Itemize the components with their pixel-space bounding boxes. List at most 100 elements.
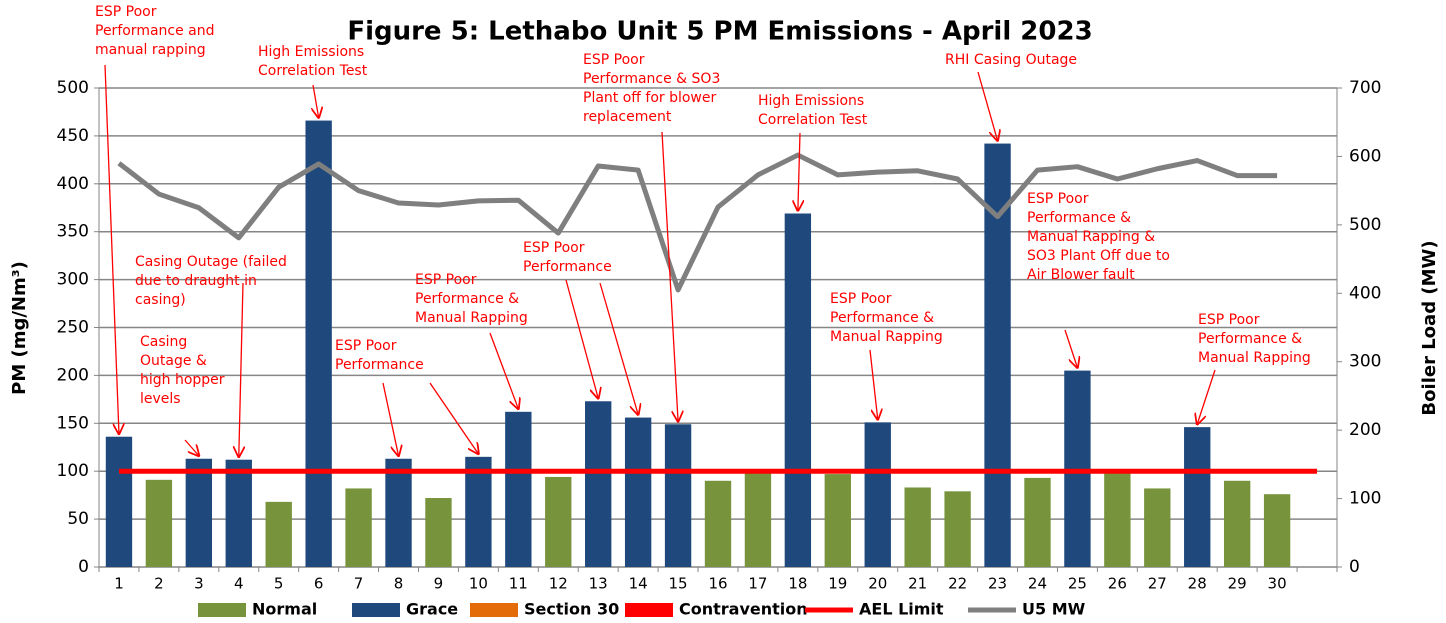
bar	[345, 488, 372, 567]
annotation: Correlation Test	[258, 63, 368, 79]
bar	[225, 459, 252, 567]
annotation-arrow	[489, 332, 518, 409]
x-tick-label: 9	[434, 575, 444, 593]
annotation: ESP Poor	[415, 272, 477, 288]
annotation: Correlation Test	[758, 112, 868, 128]
x-tick-label: 21	[908, 575, 927, 593]
y-tick-label: 50	[67, 509, 89, 529]
x-tick-label: 7	[354, 575, 364, 593]
bar	[1223, 480, 1251, 567]
x-tick-label: 25	[1068, 575, 1087, 593]
annotation: replacement	[583, 109, 672, 125]
x-tick-label: 11	[509, 575, 528, 593]
annotation: ESP Poor	[335, 338, 397, 354]
y-tick-label: 150	[57, 413, 89, 433]
annotation: RHI Casing Outage	[945, 52, 1077, 68]
x-tick-label: 24	[1028, 575, 1047, 593]
annotation-arrow	[599, 282, 638, 415]
y-tick-label: 450	[57, 126, 89, 146]
annotation: ESP Poor	[830, 291, 892, 307]
x-tick-label: 20	[868, 575, 887, 593]
annotation: ESP Poor	[523, 240, 585, 256]
annotation-arrow	[869, 349, 878, 419]
y-axis-label: PM (mg/Nm³)	[9, 261, 30, 395]
annotation: Manual Rapping	[415, 310, 528, 326]
annotation: High Emissions	[758, 93, 864, 109]
annotation: Performance &	[1198, 331, 1302, 347]
annotation-arrow	[565, 279, 598, 398]
y2-tick-label: 100	[1349, 489, 1381, 509]
bar	[425, 498, 452, 567]
annotation: ESP Poor	[95, 4, 157, 20]
bar	[944, 491, 971, 567]
annotation: SO3 Plant Off due to	[1027, 248, 1170, 264]
annotation: high hopper	[140, 372, 225, 388]
legend-label: Grace	[406, 600, 458, 619]
bar	[145, 479, 173, 567]
annotation: Outage &	[140, 353, 207, 369]
x-tick-label: 5	[274, 575, 284, 593]
bar	[465, 456, 492, 567]
y-tick-label: 0	[78, 557, 89, 577]
x-tick-label: 1	[114, 575, 124, 593]
x-tick-label: 16	[708, 575, 727, 593]
legend-label: Normal	[252, 600, 317, 619]
chart-title: Figure 5: Lethabo Unit 5 PM Emissions - …	[347, 17, 1092, 47]
x-tick-label: 10	[469, 575, 488, 593]
annotation: Performance &	[830, 310, 934, 326]
x-tick-label: 2	[154, 575, 164, 593]
bar	[904, 487, 931, 567]
bar	[185, 458, 213, 567]
bar	[545, 476, 572, 567]
annotation: ESP Poor	[1198, 312, 1260, 328]
y2-tick-label: 200	[1349, 420, 1381, 440]
annotation: Performance &	[1027, 210, 1131, 226]
y-tick-label: 200	[57, 365, 89, 385]
annotation: Air Blower fault	[1027, 267, 1135, 283]
bar	[305, 120, 332, 568]
legend-label: Contravention	[679, 600, 808, 619]
y2-tick-label: 500	[1349, 215, 1381, 235]
y-tick-label: 300	[57, 270, 89, 290]
annotation: Manual Rapping	[830, 329, 943, 345]
annotation: Plant off for blower	[583, 90, 716, 106]
bar	[1104, 471, 1131, 567]
bar	[624, 417, 652, 567]
bar	[664, 424, 692, 567]
annotation-arrow	[104, 64, 119, 434]
x-tick-label: 23	[988, 575, 1007, 593]
y-tick-label: 100	[57, 461, 89, 481]
annotation-arrow	[661, 131, 678, 421]
annotation-arrow	[184, 439, 199, 456]
bar	[1184, 427, 1211, 567]
annotation: Performance & SO3	[583, 71, 720, 87]
x-tick-label: 12	[549, 575, 568, 593]
annotation: ESP Poor	[583, 52, 645, 68]
x-tick-label: 13	[589, 575, 608, 593]
annotation-arrow	[313, 84, 319, 118]
legend-label: U5 MW	[1022, 600, 1086, 619]
bar	[784, 213, 812, 568]
x-tick-label: 18	[788, 575, 807, 593]
annotation: casing)	[135, 292, 186, 308]
annotation-arrow	[429, 382, 478, 454]
legend-swatch	[625, 603, 673, 617]
y2-tick-label: 0	[1349, 557, 1360, 577]
x-tick-label: 4	[234, 575, 244, 593]
annotation-arrow	[239, 282, 243, 457]
y2-tick-label: 700	[1349, 78, 1381, 98]
line	[117, 152, 1278, 293]
legend-swatch	[470, 603, 518, 617]
legend-swatch	[352, 603, 400, 617]
annotation: levels	[140, 391, 181, 407]
annotation: High Emissions	[258, 44, 364, 60]
annotation-arrow	[1064, 329, 1077, 368]
x-tick-label: 29	[1228, 575, 1247, 593]
x-tick-label: 26	[1108, 575, 1127, 593]
bar	[744, 471, 772, 567]
bar	[704, 480, 732, 567]
y2-axis-label: Boiler Load (MW)	[1419, 240, 1440, 415]
annotation: Performance &	[415, 291, 519, 307]
annotation: Manual Rapping	[1198, 350, 1311, 366]
x-tick-label: 30	[1268, 575, 1287, 593]
